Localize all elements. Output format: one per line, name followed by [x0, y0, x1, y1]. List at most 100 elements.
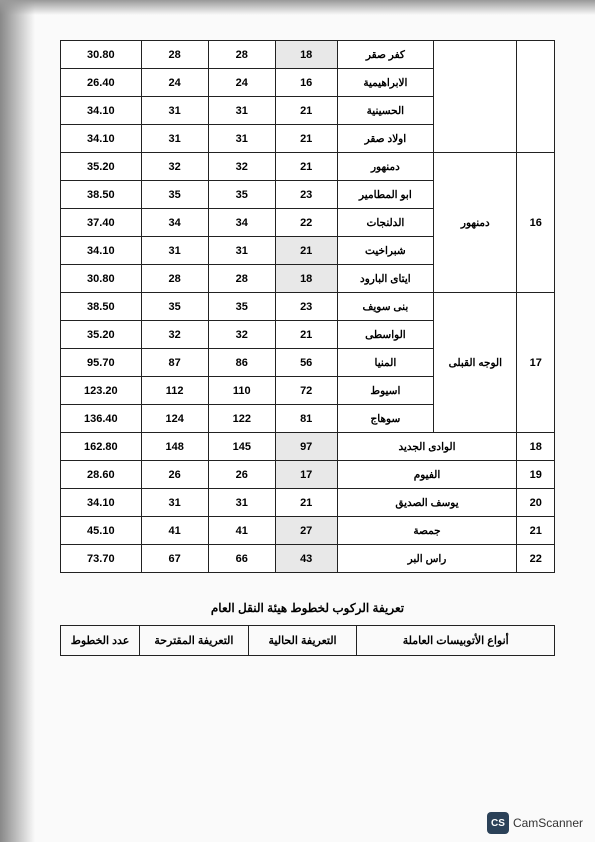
table-cell: 31: [141, 97, 208, 125]
table-cell: ايتاى البارود: [337, 265, 434, 293]
table-cell: 31: [141, 489, 208, 517]
table-cell: 21: [275, 321, 337, 349]
table-row: أنواع الأتوبيسات العاملة التعريفة الحالي…: [61, 626, 555, 656]
table-cell: 148: [141, 433, 208, 461]
table-cell: الابراهيمية: [337, 69, 434, 97]
table-cell: 56: [275, 349, 337, 377]
table-cell: 31: [208, 237, 275, 265]
main-fare-table: كفر صقر18282830.80الابراهيمية16242426.40…: [60, 40, 555, 573]
table-cell: الوادى الجديد: [337, 433, 517, 461]
table-cell: 21: [275, 153, 337, 181]
table-cell: 30.80: [61, 41, 142, 69]
table-cell: يوسف الصديق: [337, 489, 517, 517]
table-cell: [434, 41, 517, 153]
table-row: 22راس البر43666773.70: [61, 545, 555, 573]
table-cell: 16: [275, 69, 337, 97]
table-cell: 31: [208, 489, 275, 517]
shadow-top: [0, 0, 595, 15]
table-cell: 21: [275, 489, 337, 517]
table-cell: 34: [208, 209, 275, 237]
table-cell: اسيوط: [337, 377, 434, 405]
table-cell: 21: [275, 237, 337, 265]
table-cell: 43: [275, 545, 337, 573]
table-cell: 35: [141, 181, 208, 209]
table-cell: 34.10: [61, 97, 142, 125]
table-cell: 26: [208, 461, 275, 489]
table-cell: 28: [141, 265, 208, 293]
table-cell: الوجه القبلى: [434, 293, 517, 433]
table-row: كفر صقر18282830.80: [61, 41, 555, 69]
table-cell: 22: [517, 545, 555, 573]
table-cell: 66: [208, 545, 275, 573]
table-cell: 18: [517, 433, 555, 461]
table-cell: 112: [141, 377, 208, 405]
table-row: 17الوجه القبلىبنى سويف23353538.50: [61, 293, 555, 321]
table-cell: دمنهور: [337, 153, 434, 181]
table-cell: 28: [208, 41, 275, 69]
table-cell: 18: [275, 41, 337, 69]
table-cell: 26.40: [61, 69, 142, 97]
table-cell: 35: [208, 293, 275, 321]
table-cell: 31: [208, 125, 275, 153]
table-cell: 97: [275, 433, 337, 461]
table-cell: 34.10: [61, 489, 142, 517]
table-cell: 34: [141, 209, 208, 237]
table-cell: 22: [275, 209, 337, 237]
table-cell: 24: [141, 69, 208, 97]
header-proposed-tariff: التعريفة المقترحة: [140, 626, 249, 656]
table-cell: 26: [141, 461, 208, 489]
table-cell: 45.10: [61, 517, 142, 545]
table-cell: سوهاج: [337, 405, 434, 433]
table-cell: 86: [208, 349, 275, 377]
table-cell: الدلنجات: [337, 209, 434, 237]
table-cell: 87: [141, 349, 208, 377]
table-cell: 32: [141, 153, 208, 181]
camscanner-text: CamScanner: [513, 816, 583, 830]
table-cell: 34.10: [61, 125, 142, 153]
table-cell: 21: [275, 125, 337, 153]
table-cell: 32: [208, 321, 275, 349]
table-cell: جمصة: [337, 517, 517, 545]
table-cell: 23: [275, 293, 337, 321]
table-cell: دمنهور: [434, 153, 517, 293]
header-bus-types: أنواع الأتوبيسات العاملة: [357, 626, 555, 656]
table-cell: اولاد صقر: [337, 125, 434, 153]
table-cell: 95.70: [61, 349, 142, 377]
table-cell: 37.40: [61, 209, 142, 237]
table-cell: 19: [517, 461, 555, 489]
table-cell: 38.50: [61, 293, 142, 321]
table-cell: 124: [141, 405, 208, 433]
table-cell: الواسطى: [337, 321, 434, 349]
table-cell: الفيوم: [337, 461, 517, 489]
table-cell: 28: [141, 41, 208, 69]
table-cell: 35.20: [61, 153, 142, 181]
header-line-count: عدد الخطوط: [61, 626, 140, 656]
table-cell: 122: [208, 405, 275, 433]
table-cell: 17: [275, 461, 337, 489]
table-cell: الحسينية: [337, 97, 434, 125]
table-row: 21جمصة27414145.10: [61, 517, 555, 545]
table-cell: 41: [141, 517, 208, 545]
table-cell: 123.20: [61, 377, 142, 405]
table-cell: 41: [208, 517, 275, 545]
header-current-tariff: التعريفة الحالية: [248, 626, 357, 656]
table-cell: 32: [141, 321, 208, 349]
table-cell: 28.60: [61, 461, 142, 489]
table-cell: 31: [141, 125, 208, 153]
table-row: 20يوسف الصديق21313134.10: [61, 489, 555, 517]
table-cell: 67: [141, 545, 208, 573]
table-cell: ابو المطامير: [337, 181, 434, 209]
table-cell: 35: [208, 181, 275, 209]
table-cell: راس البر: [337, 545, 517, 573]
shadow-left: [0, 0, 35, 842]
table-cell: بنى سويف: [337, 293, 434, 321]
table-cell: 81: [275, 405, 337, 433]
table-caption: تعريفة الركوب لخطوط هيئة النقل العام: [60, 601, 555, 615]
table-cell: 21: [275, 97, 337, 125]
table-cell: 17: [517, 293, 555, 433]
tariff-header-table: أنواع الأتوبيسات العاملة التعريفة الحالي…: [60, 625, 555, 656]
table-cell: 31: [141, 237, 208, 265]
table-cell: 32: [208, 153, 275, 181]
table-row: 18الوادى الجديد97145148162.80: [61, 433, 555, 461]
table-cell: 162.80: [61, 433, 142, 461]
